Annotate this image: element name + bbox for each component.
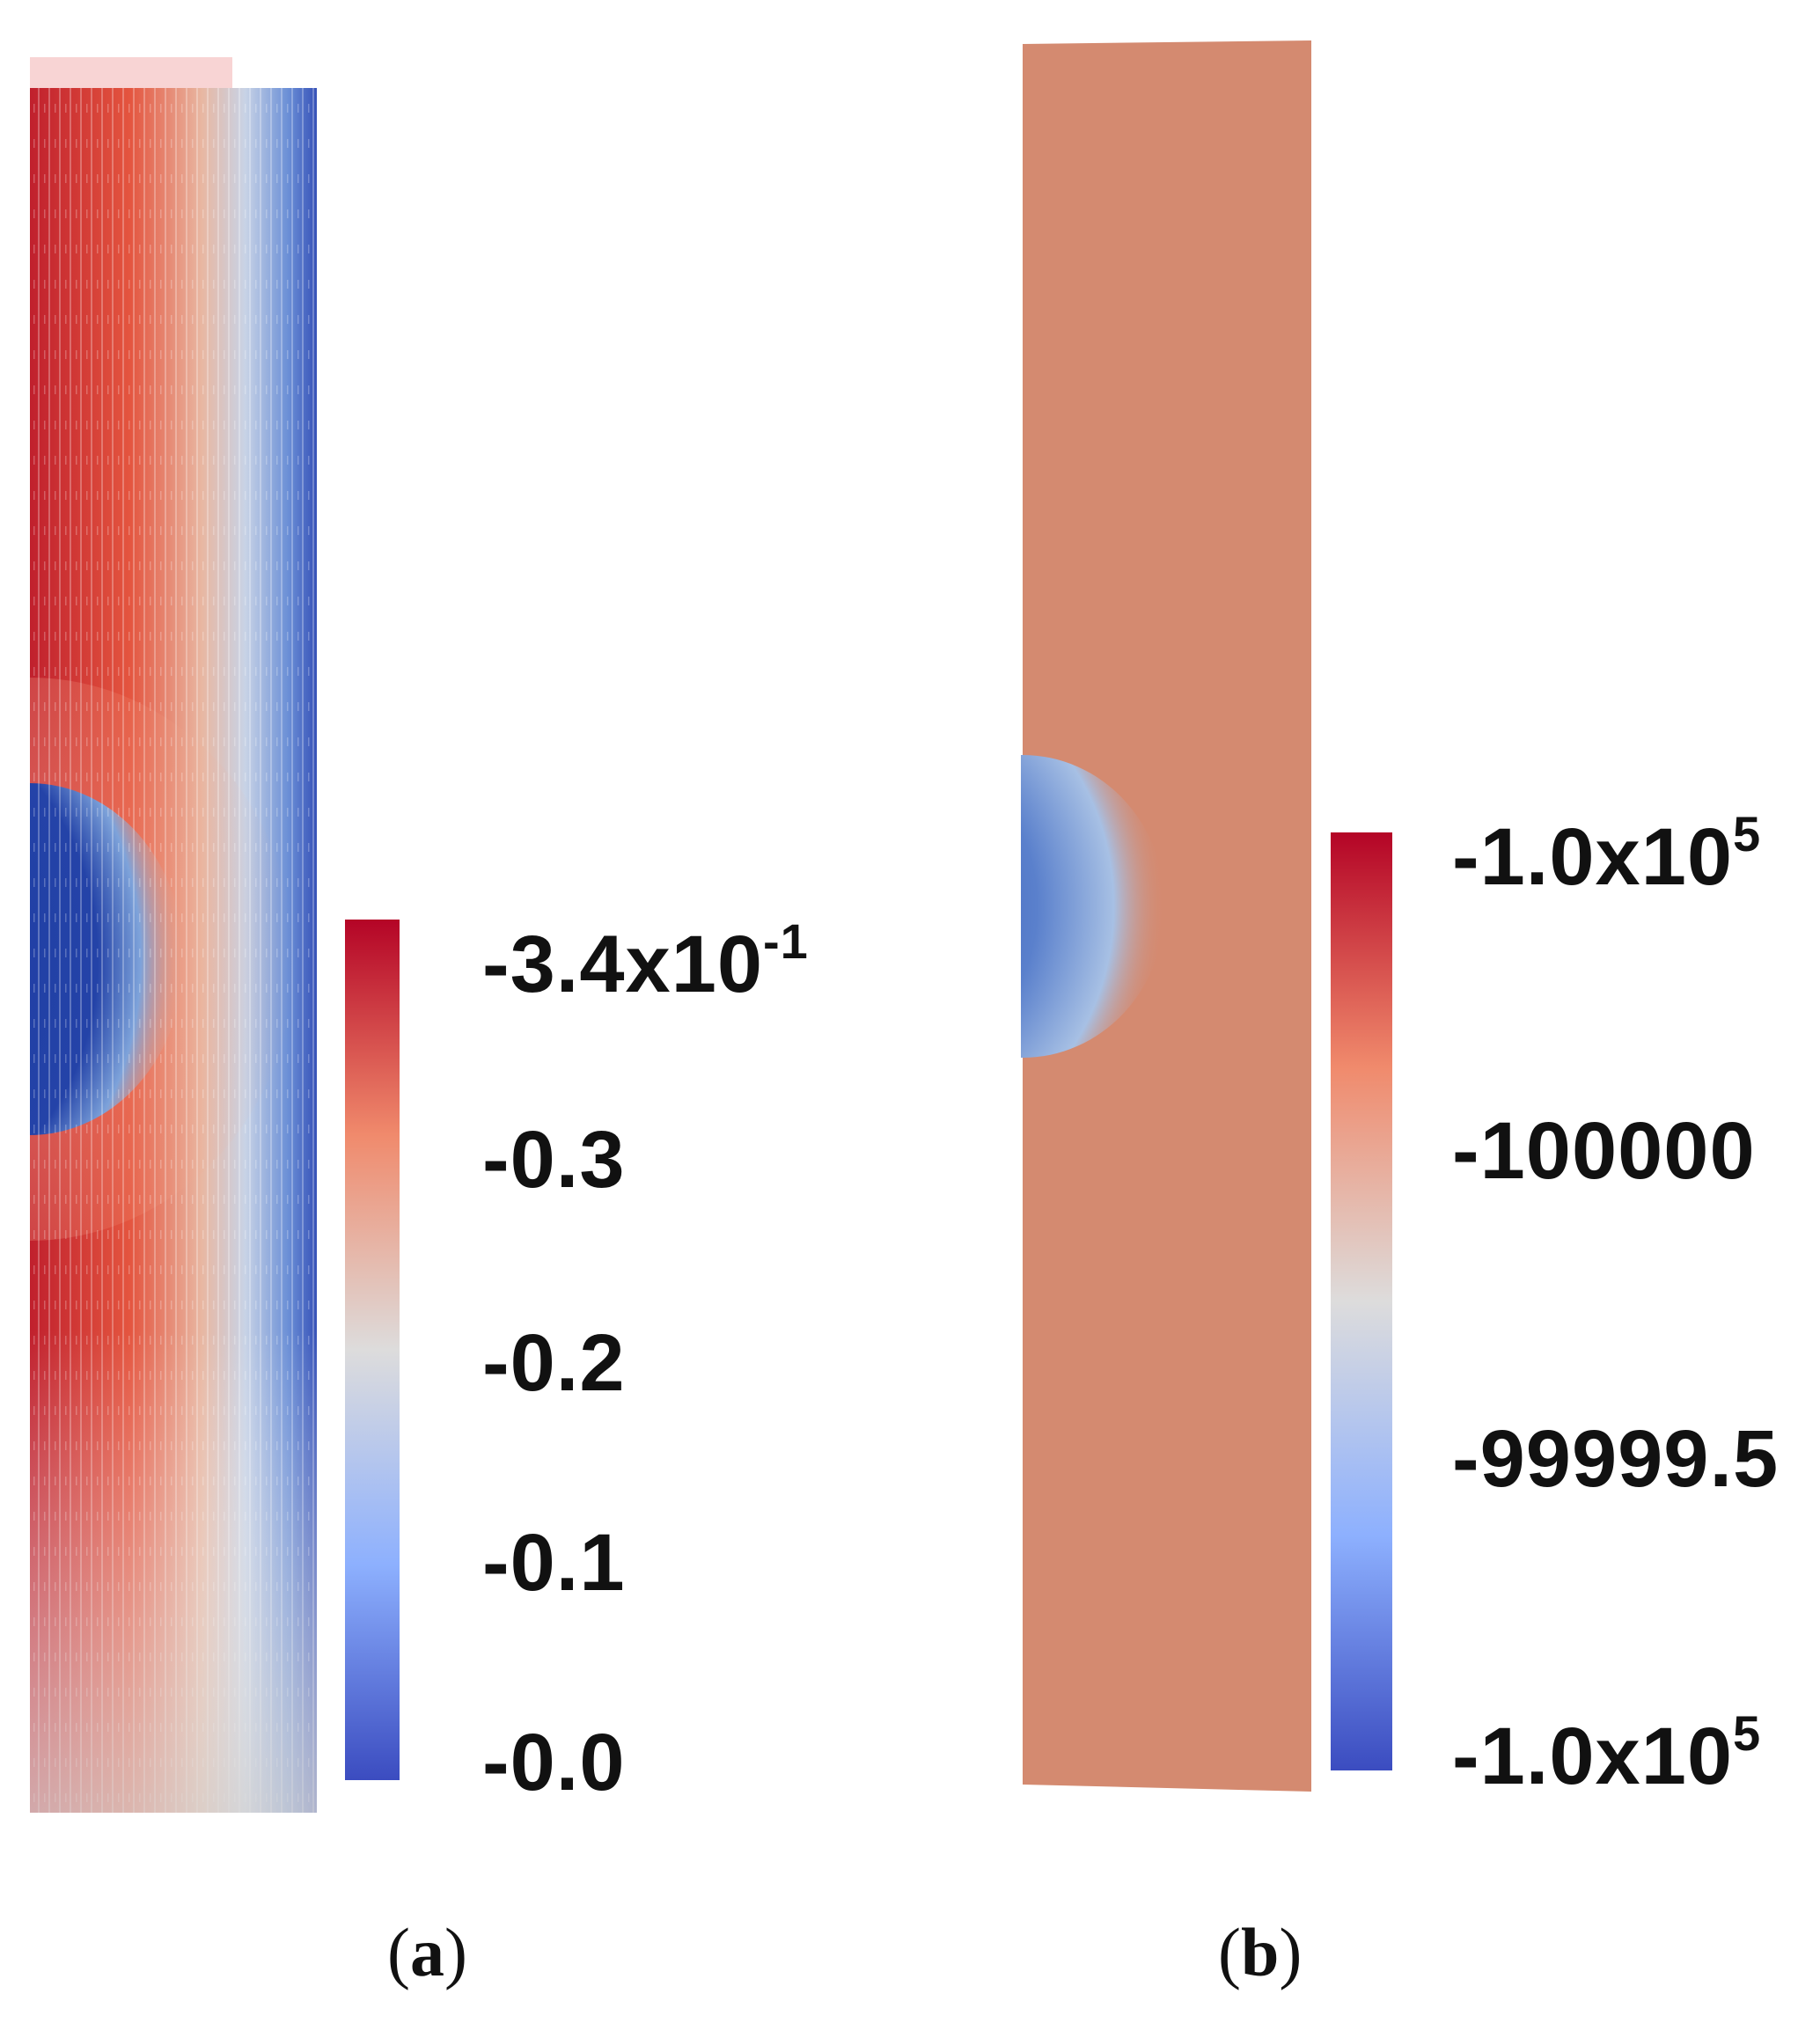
panel-b: -1.0x105 -100000 -99999.5 -1.0x105 (b) (910, 0, 1820, 2023)
colorbar-b-tick-3: -1.0x105 (1452, 1705, 1762, 1801)
panel-b-label: (b) (1218, 1914, 1303, 1990)
panel-a-label: (a) (387, 1914, 467, 1990)
field-bottom-fade (30, 88, 317, 1813)
colorbar-b-tick-2: -99999.5 (1452, 1414, 1780, 1504)
colorbar-a-tick-2: -0.2 (482, 1318, 626, 1408)
field-plot-b (1021, 40, 1311, 1792)
colorbar-b-tick-0: -1.0x105 (1452, 806, 1762, 902)
field-hole (1021, 755, 1165, 1058)
colorbar-a-tick-1: -0.3 (482, 1115, 626, 1205)
field-top-fringe (30, 57, 232, 88)
colorbar-a (345, 920, 400, 1780)
field-plot-a (30, 57, 317, 1813)
colorbar-a-tick-3: -0.1 (482, 1518, 626, 1608)
panel-a: -3.4x10-1 -0.3 -0.2 -0.1 -0.0 (a) (30, 57, 809, 1990)
field-background (1023, 40, 1311, 1792)
colorbar-b-tick-1: -100000 (1452, 1106, 1756, 1196)
colorbar-a-tick-4: -0.0 (482, 1718, 626, 1807)
colorbar-a-tick-0: -3.4x10-1 (482, 913, 809, 1009)
colorbar-b (1331, 832, 1392, 1770)
